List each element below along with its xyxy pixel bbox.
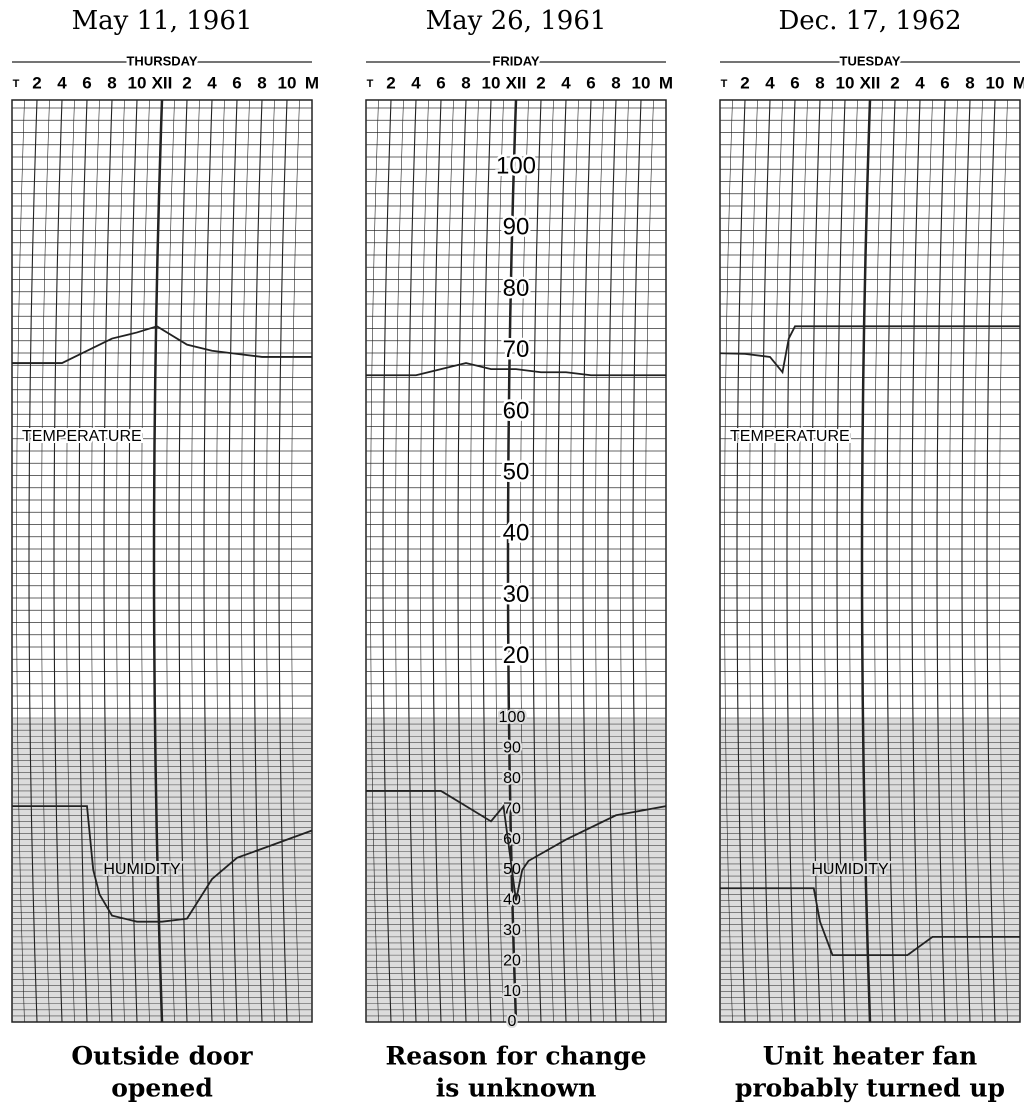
x-tick-label: XII — [506, 73, 527, 92]
y-tick-label: 40 — [503, 520, 530, 547]
y-tick-label: 100 — [496, 153, 536, 180]
y-tick-label: 30 — [503, 581, 530, 608]
x-tick-label: 2 — [182, 73, 191, 92]
y-tick-label: 60 — [503, 397, 530, 424]
caption: is unknown — [436, 1074, 597, 1103]
x-tick-label: T — [13, 78, 20, 90]
x-tick-label: M — [305, 73, 319, 92]
x-tick-label: 8 — [965, 73, 974, 92]
x-tick-label: 10 — [128, 73, 147, 92]
annotation: HUMIDITY — [811, 861, 889, 878]
annotation: HUMIDITY — [103, 861, 181, 878]
x-tick-label: 8 — [107, 73, 116, 92]
y2-tick-label: 10 — [503, 983, 521, 1000]
x-tick-label: 4 — [915, 73, 925, 92]
x-tick-label: 4 — [207, 73, 217, 92]
x-tick-label: 10 — [482, 73, 501, 92]
x-tick-label: 4 — [411, 73, 421, 92]
y-tick-label: 50 — [503, 459, 530, 486]
y-tick-label: 20 — [503, 642, 530, 669]
caption: opened — [111, 1074, 213, 1103]
y-tick-label: 70 — [503, 336, 530, 363]
x-tick-label: 8 — [257, 73, 266, 92]
x-tick-label: 10 — [278, 73, 297, 92]
x-tick-label: 10 — [836, 73, 855, 92]
trace — [12, 326, 312, 363]
x-tick-label: 8 — [611, 73, 620, 92]
x-tick-label: T — [721, 78, 728, 90]
caption: probably turned up — [735, 1074, 1005, 1103]
x-tick-label: 6 — [82, 73, 91, 92]
x-tick-label: 4 — [561, 73, 571, 92]
chart-title: May 26, 1961 — [426, 6, 607, 36]
x-tick-label: 6 — [232, 73, 241, 92]
y-tick-label: 80 — [503, 275, 530, 302]
annotation: TEMPERATURE — [730, 428, 850, 445]
annotation: TEMPERATURE — [22, 428, 142, 445]
chart-title: May 11, 1961 — [72, 6, 253, 36]
y2-tick-label: 80 — [503, 770, 521, 787]
x-tick-label: 4 — [57, 73, 67, 92]
x-tick-label: 8 — [815, 73, 824, 92]
y-tick-label: 90 — [503, 214, 530, 241]
y2-tick-label: 20 — [503, 952, 521, 969]
day-label: TUESDAY — [840, 53, 901, 68]
x-tick-label: 2 — [890, 73, 899, 92]
x-tick-label: T — [367, 78, 374, 90]
x-tick-label: 10 — [986, 73, 1005, 92]
x-tick-label: 10 — [632, 73, 651, 92]
y2-tick-label: 30 — [503, 922, 521, 939]
x-tick-label: 8 — [461, 73, 470, 92]
x-tick-label: 4 — [765, 73, 775, 92]
day-label: FRIDAY — [492, 53, 540, 68]
y2-tick-label: 40 — [503, 892, 521, 909]
y2-tick-label: 100 — [499, 709, 526, 726]
caption: Unit heater fan — [763, 1042, 977, 1071]
x-tick-label: 6 — [940, 73, 949, 92]
x-tick-label: XII — [860, 73, 881, 92]
x-tick-label: 6 — [790, 73, 799, 92]
x-tick-label: M — [1013, 73, 1024, 92]
y2-tick-label: 90 — [503, 740, 521, 757]
caption: Reason for change — [386, 1042, 647, 1071]
x-tick-label: 2 — [536, 73, 545, 92]
day-label: THURSDAY — [126, 53, 197, 68]
x-tick-label: 6 — [436, 73, 445, 92]
x-tick-label: 2 — [386, 73, 395, 92]
x-tick-label: XII — [152, 73, 173, 92]
chart-page: May 11, 1961THURSDAYT246810XII246810MTEM… — [0, 0, 1024, 1110]
x-tick-label: M — [659, 73, 673, 92]
x-tick-label: 2 — [32, 73, 41, 92]
x-tick-label: 2 — [740, 73, 749, 92]
caption: Outside door — [71, 1042, 253, 1071]
y2-tick-label: 60 — [503, 831, 521, 848]
x-tick-label: 6 — [586, 73, 595, 92]
y2-tick-label: 70 — [503, 800, 521, 817]
y2-tick-label: 0 — [508, 1013, 517, 1030]
chart-title: Dec. 17, 1962 — [778, 6, 961, 36]
